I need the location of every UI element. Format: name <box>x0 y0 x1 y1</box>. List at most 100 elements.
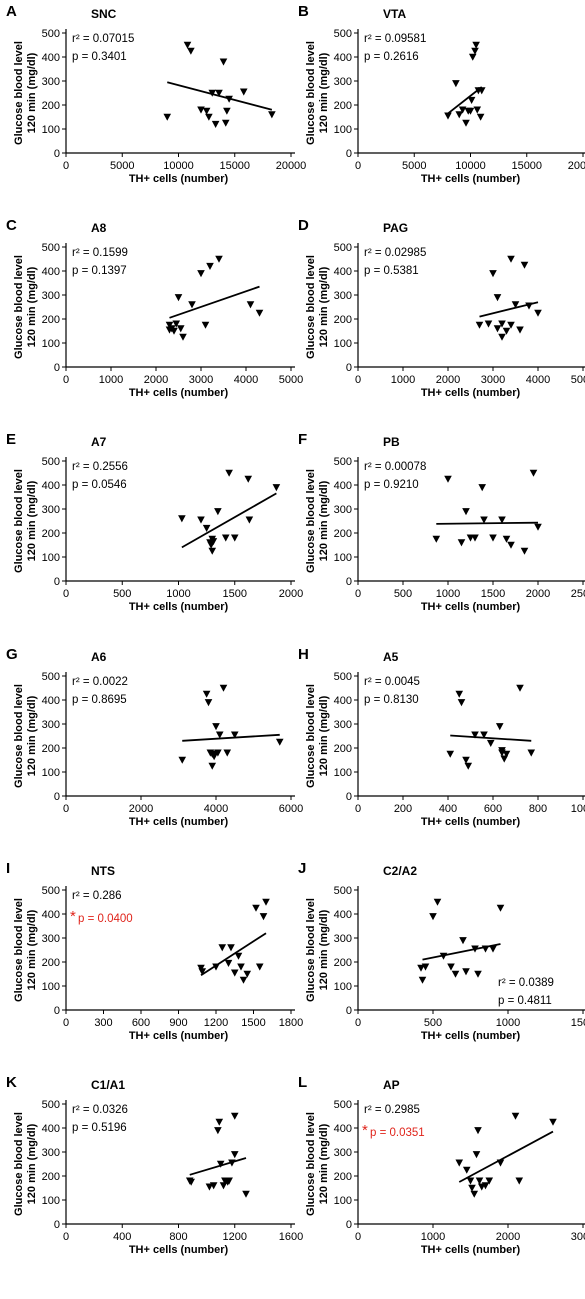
data-point <box>243 970 252 978</box>
x-tick-label: 15000 <box>219 160 250 172</box>
data-point <box>429 913 437 921</box>
panel-letter: E <box>6 431 16 448</box>
x-tick-label: 3000 <box>571 1231 585 1243</box>
data-point <box>507 255 515 263</box>
y-tick-label: 300 <box>334 290 352 302</box>
x-tick-label: 0 <box>355 160 361 172</box>
x-axis-label: TH+ cells (number) <box>129 1244 229 1256</box>
significance-star: * <box>362 1122 368 1139</box>
p-value-label: p = 0.5381 <box>364 265 419 277</box>
regression-line <box>181 492 277 549</box>
y-axis-label-line2: 120 min (mg/dl) <box>318 695 330 776</box>
data-point <box>212 723 220 731</box>
x-tick-label: 1000 <box>391 374 415 386</box>
x-tick-label: 900 <box>169 1017 187 1029</box>
y-tick-label: 300 <box>42 1147 60 1159</box>
data-point <box>187 1178 195 1186</box>
data-point <box>244 475 253 483</box>
data-point <box>498 516 506 524</box>
x-tick-label: 0 <box>63 803 69 815</box>
data-point <box>165 321 174 329</box>
data-point <box>234 952 243 960</box>
panel-title: A8 <box>91 221 107 235</box>
p-value-label: p = 0.0546 <box>72 479 127 491</box>
y-axis-label-line2: 120 min (mg/dl) <box>26 266 38 347</box>
y-tick-label: 0 <box>346 576 352 588</box>
data-point <box>457 539 466 547</box>
data-point <box>268 111 276 119</box>
y-tick-label: 500 <box>334 242 352 254</box>
r-squared-label: r² = 0.07015 <box>72 33 134 45</box>
y-tick-label: 0 <box>346 791 352 803</box>
y-tick-label: 100 <box>42 552 60 564</box>
x-tick-label: 4000 <box>526 374 550 386</box>
y-tick-label: 400 <box>42 266 60 278</box>
data-point <box>468 53 477 61</box>
y-axis-label-line1: Glucose blood level <box>305 898 317 1002</box>
panel-b: B VTA Glucose blood level 120 min (mg/dl) 0 1… <box>298 3 585 185</box>
x-tick-label: 0 <box>355 374 361 386</box>
x-tick-label: 2000 <box>436 374 460 386</box>
p-value-label: p = 0.8130 <box>364 694 419 706</box>
data-point <box>466 107 475 115</box>
data-point <box>433 898 442 906</box>
x-tick-label: 500 <box>113 588 131 600</box>
p-value-label: p = 0.0351 <box>370 1127 425 1139</box>
data-point <box>457 699 466 707</box>
y-tick-label: 0 <box>54 1005 60 1017</box>
y-tick-label: 200 <box>334 314 352 326</box>
y-tick-label: 400 <box>42 480 60 492</box>
panel-a: A SNC Glucose blood level 120 min (mg/dl) 0 1… <box>6 3 306 185</box>
data-point <box>214 508 222 516</box>
data-point <box>221 1177 229 1185</box>
p-value-label: p = 0.2616 <box>364 51 419 63</box>
x-tick-label: 5000 <box>402 160 426 172</box>
data-point <box>481 945 490 953</box>
data-point <box>202 107 211 115</box>
x-axis-label: TH+ cells (number) <box>129 173 229 185</box>
y-tick-label: 500 <box>334 456 352 468</box>
data-point <box>239 976 248 984</box>
x-tick-label: 200 <box>394 803 412 815</box>
panel-letter: L <box>298 1074 307 1091</box>
y-tick-label: 200 <box>42 100 60 112</box>
data-point <box>210 753 218 761</box>
data-point <box>496 904 505 912</box>
y-tick-label: 500 <box>42 885 60 897</box>
y-tick-label: 100 <box>334 767 352 779</box>
p-value-label: p = 0.9210 <box>364 479 419 491</box>
data-point <box>464 762 473 770</box>
panel-letter: C <box>6 217 17 234</box>
data-point <box>214 1127 222 1135</box>
data-point <box>447 963 455 971</box>
panel-letter: A <box>6 3 17 20</box>
panel-title: A6 <box>91 650 107 664</box>
p-value-label: p = 0.3401 <box>72 51 127 63</box>
y-tick-label: 100 <box>334 338 352 350</box>
x-tick-label: 1500 <box>481 588 505 600</box>
x-tick-label: 800 <box>529 803 547 815</box>
y-axis-label-line2: 120 min (mg/dl) <box>26 1123 38 1204</box>
data-point <box>246 301 255 309</box>
data-point <box>421 963 430 971</box>
data-point <box>179 333 187 341</box>
data-point <box>475 321 484 329</box>
regression-line <box>436 521 539 525</box>
x-tick-label: 1800 <box>279 1017 303 1029</box>
x-tick-label: 600 <box>132 1017 150 1029</box>
x-tick-label: 10000 <box>455 160 486 172</box>
data-point <box>204 699 213 707</box>
y-tick-label: 300 <box>334 504 352 516</box>
data-point <box>417 964 425 972</box>
data-point <box>493 294 502 302</box>
y-axis-label-line1: Glucose blood level <box>13 41 25 145</box>
data-point <box>470 1190 479 1198</box>
y-tick-label: 500 <box>334 885 352 897</box>
y-tick-label: 200 <box>42 743 60 755</box>
data-point <box>471 731 479 739</box>
panel-title: A7 <box>91 435 107 449</box>
data-point <box>484 320 493 328</box>
data-point <box>230 1151 239 1159</box>
data-point <box>205 113 213 121</box>
x-tick-label: 1000 <box>571 803 585 815</box>
